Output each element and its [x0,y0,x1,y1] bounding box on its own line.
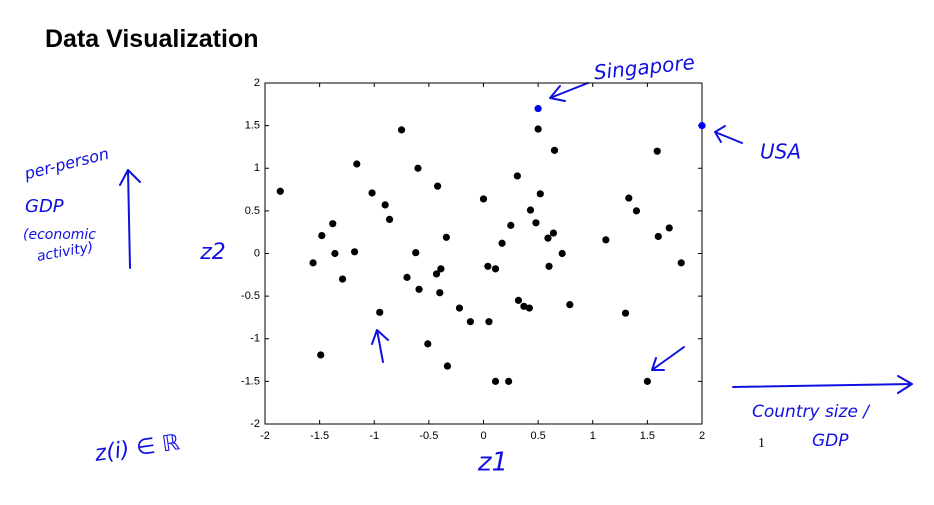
point [545,262,553,270]
point [549,229,558,237]
point [566,301,574,309]
handwritten-note: Singapore [593,50,696,84]
y-tick-label: -1.5 [241,375,260,387]
point [466,318,474,326]
x-tick-label: -2 [260,430,270,442]
point [625,194,633,202]
point [397,126,406,134]
point [677,259,685,267]
point [491,377,500,385]
point [550,146,559,154]
point [424,340,432,348]
point [350,248,359,256]
x-tick-label: -1.5 [310,430,329,442]
point [437,265,445,273]
point [544,234,552,242]
point [403,273,411,281]
y-tick-label: 2 [254,77,260,89]
handwritten-note: GDP [25,196,64,217]
point [525,304,533,312]
point [491,265,500,273]
point [368,189,376,197]
point [381,201,389,209]
point [532,219,540,227]
handwritten-note: (economic [23,227,96,243]
point [443,362,452,370]
point [338,275,347,283]
point [329,220,337,228]
point [526,206,535,214]
page-number: 1 [758,436,765,451]
point [505,377,513,385]
point [412,249,420,257]
point [632,207,641,215]
slide-title: Data Visualization [45,25,259,53]
point [331,249,339,258]
point [498,239,506,247]
point [432,270,441,278]
handwritten-note: activity) [36,239,95,265]
point [385,215,394,223]
point [558,249,566,258]
y-tick-label: 0 [254,247,260,259]
point [653,147,661,155]
point [455,304,464,312]
y-tick-label: -2 [250,418,260,430]
point [436,289,444,297]
handwritten-note: USA [760,140,801,164]
point [276,187,284,195]
point [485,318,493,326]
point [643,377,651,385]
y-tick-label: -0.5 [241,290,260,302]
point [484,262,492,270]
x-tick-label: 0 [480,430,486,442]
point [654,232,662,241]
handwritten-note: GDP [812,431,849,451]
point [514,296,523,304]
handwritten-note: per-person [21,144,110,184]
point [534,125,542,133]
point [513,172,521,180]
point [317,351,325,359]
x-tick-label: -0.5 [419,430,438,442]
point [479,195,488,203]
x-axis-label: z1 [477,448,508,478]
point [507,221,515,229]
y-tick-label: 0.5 [245,205,260,217]
point [602,236,610,244]
point [415,285,423,293]
point [520,302,528,310]
y-axis-label: z2 [199,240,226,265]
x-tick-label: 2 [699,430,705,442]
point [318,231,326,240]
point [434,182,442,190]
point [414,164,422,172]
y-tick-label: -1 [250,333,260,345]
point [442,233,450,241]
point [534,104,542,113]
point [309,259,317,267]
x-tick-label: 1.5 [640,430,655,442]
y-tick-label: 1 [254,162,260,174]
point [698,122,706,130]
x-tick-label: 0.5 [530,430,545,442]
point [536,190,544,198]
plot-frame [264,82,703,425]
y-tick-label: 1.5 [245,120,260,132]
annotation-arrows [119,82,913,394]
point [353,160,361,168]
handwritten-note: Country size / [752,402,871,422]
handwritten-note: z(i) ∈ ℝ [92,430,181,467]
point [665,224,673,232]
point [376,308,384,316]
x-tick-label: 1 [590,430,596,442]
x-tick-label: -1 [369,430,379,442]
point [621,309,630,317]
